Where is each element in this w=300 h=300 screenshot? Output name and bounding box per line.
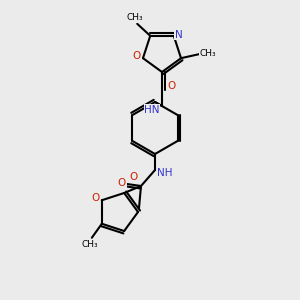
Text: O: O bbox=[133, 51, 141, 61]
Text: HN: HN bbox=[144, 105, 160, 115]
Text: NH: NH bbox=[157, 168, 173, 178]
Text: CH₃: CH₃ bbox=[127, 13, 144, 22]
Text: O: O bbox=[118, 178, 126, 188]
Text: CH₃: CH₃ bbox=[82, 240, 98, 249]
Text: O: O bbox=[167, 81, 175, 91]
Text: O: O bbox=[129, 172, 137, 182]
Text: O: O bbox=[92, 193, 100, 203]
Text: N: N bbox=[175, 30, 183, 40]
Text: CH₃: CH₃ bbox=[200, 49, 216, 58]
